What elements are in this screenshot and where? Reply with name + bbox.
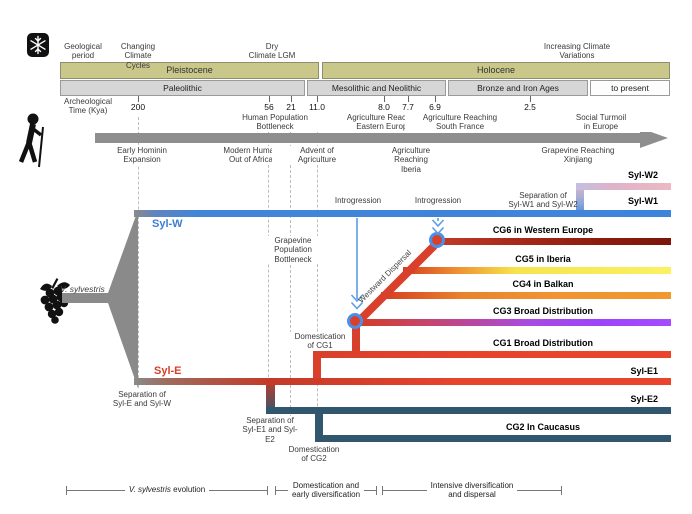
- cg3-label: CG3 Broad Distribution: [492, 306, 593, 316]
- note-domestication-cg2: Domestication of CG2: [284, 445, 344, 464]
- species-label: V. sylvestris: [60, 284, 105, 294]
- note-advent-of-agriculture: Advent of Agriculture: [272, 146, 362, 165]
- note-separation-e-w: Separation of Syl-E and Syl-W: [112, 390, 172, 409]
- note-grapevine-reaching-xinjiang: Grapevine Reaching Xinjiang: [523, 146, 633, 165]
- note-separation-e1-e2: Separation of Syl-E1 and Syl-E2: [238, 416, 302, 445]
- cg1-line: [313, 351, 671, 358]
- note-agriculture-reaching-iberia: Agriculture Reaching Iberia: [371, 146, 451, 175]
- note-human-population-bottleneck: Human Population Bottleneck: [220, 113, 330, 132]
- note-introgression-2: Introgression: [414, 196, 462, 205]
- tick-label-6-9: 6.9: [429, 102, 441, 112]
- cg3-riser-from-cg1: [352, 320, 360, 358]
- dashed-gridline-200kya: [138, 117, 139, 388]
- cg1-riser-from-syl-e: [313, 351, 321, 385]
- syl-e2-line: [266, 407, 671, 414]
- syl-e-label: Syl-E: [154, 365, 182, 377]
- cg1-label: CG1 Broad Distribution: [492, 338, 593, 348]
- era-bar-mesolithic-neolithic: Mesolithic and Neolithic: [307, 80, 446, 96]
- syl-w2-label: Syl-W2: [627, 170, 658, 180]
- cg2-riser: [315, 409, 323, 442]
- note-early-hominin-expansion: Early Hominin Expansion: [92, 146, 192, 165]
- phase-bracket-intensive-diversification: Intensive diversification and dispersal: [382, 480, 562, 500]
- tick-11: [317, 96, 318, 102]
- note-social-turmoil-europe: Social Turmoil in Europe: [551, 113, 651, 132]
- note-domestication-cg1: Domestication of CG1: [290, 332, 350, 351]
- hiker-icon: [16, 112, 50, 168]
- introgression-node-cg6: [429, 232, 445, 248]
- introgression-node-cg3: [347, 313, 363, 329]
- geological-period-label: Geological period: [64, 42, 102, 61]
- tick-2-5: [530, 96, 531, 102]
- cg2-label: CG2 In Caucasus: [505, 422, 581, 432]
- cg2-line: [315, 435, 671, 442]
- cg6-label: CG6 in Western Europe: [492, 225, 594, 235]
- tick-200: [138, 96, 139, 102]
- human-timeline-arrow: [95, 133, 641, 143]
- tick-6-9: [435, 96, 436, 102]
- grapes-icon: [39, 276, 71, 324]
- syl-w1-label: Syl-W1: [627, 196, 658, 206]
- tick-label-21: 21: [286, 102, 296, 112]
- syl-e2-riser: [266, 380, 275, 414]
- phase-bracket-domestication: Domestication and early diversification: [275, 480, 377, 500]
- cg3-line: [354, 319, 671, 326]
- tick-label-11: 11.0: [309, 102, 325, 112]
- syl-w2-riser: [576, 186, 584, 217]
- note-agriculture-south-france: Agriculture Reaching South France: [405, 113, 515, 132]
- cg4-label: CG4 in Balkan: [512, 279, 574, 289]
- tick-label-7-7: 7.7: [402, 102, 414, 112]
- syl-e-line: [134, 378, 671, 385]
- cg5-line: [403, 267, 671, 274]
- human-timeline-arrowhead: [640, 128, 668, 148]
- dashed-gridline-21kya: [290, 120, 291, 433]
- geo-bar-pleistocene: Pleistocene: [60, 62, 319, 79]
- tick-56: [269, 96, 270, 102]
- syl-w-line: [134, 210, 671, 217]
- tick-label-2-5: 2.5: [524, 102, 536, 112]
- era-bar-paleolithic: Paleolithic: [60, 80, 305, 96]
- note-westward-dispersal: Westward Dispersal: [356, 248, 414, 305]
- tick-8: [384, 96, 385, 102]
- era-bar-to-present: to present: [590, 80, 670, 96]
- cg5-label: CG5 in Iberia: [515, 254, 571, 264]
- syl-e1-label: Syl-E1: [630, 366, 658, 376]
- note-dry-climate-lgm: Dry Climate LGM: [248, 42, 296, 61]
- archeological-time-label: Archeological Time (Kya): [63, 97, 113, 116]
- note-introgression-1: Introgression: [334, 196, 382, 205]
- syl-w-label: Syl-W: [152, 218, 183, 230]
- note-separation-w1-w2: Separation of Syl-W1 and Syl-W2: [508, 191, 578, 210]
- phase-bracket-sylvestris-evolution: V. sylvestris evolution: [66, 483, 269, 497]
- westward-dispersal-line: [350, 241, 439, 330]
- syl-w2-line: [576, 183, 671, 190]
- geo-bar-holocene: Holocene: [322, 62, 670, 79]
- tick-7-7: [408, 96, 409, 102]
- dashed-gridline-11kya: [317, 120, 318, 436]
- syl-e2-label: Syl-E2: [630, 394, 658, 404]
- cg4-line: [381, 292, 671, 299]
- tick-label-200: 200: [130, 102, 146, 112]
- tick-label-8: 8.0: [378, 102, 390, 112]
- note-changing-climate: Changing Climate Cycles: [120, 42, 156, 70]
- tick-21: [291, 96, 292, 102]
- note-increasing-climate: Increasing Climate Variations: [543, 42, 611, 61]
- era-bar-bronze-iron: Bronze and Iron Ages: [448, 80, 588, 96]
- snowflake-icon: [27, 33, 49, 57]
- cg6-line: [436, 238, 671, 245]
- note-grapevine-bottleneck: Grapevine Population Bottleneck: [266, 236, 320, 265]
- tick-label-56: 56: [264, 102, 274, 112]
